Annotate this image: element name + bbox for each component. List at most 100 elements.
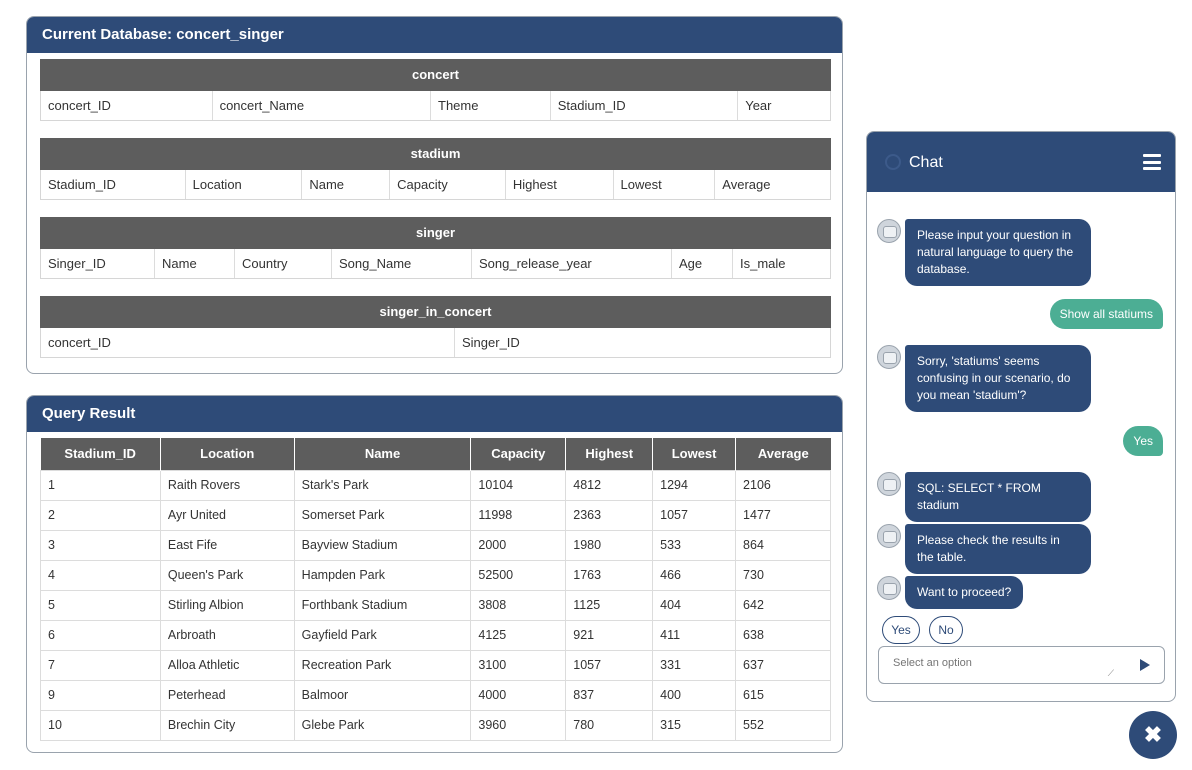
table-cell: Stark's Park (293, 469, 472, 501)
table-cell: Balmoor (293, 679, 472, 711)
table-cell: Bayview Stadium (293, 529, 472, 561)
table-row: 7 Alloa Athletic Recreation Park 3100 1057 33… (40, 649, 831, 681)
table-cell: 466 (652, 559, 737, 591)
schema-column: Song_release_year (472, 249, 672, 278)
column-header[interactable]: Lowest (652, 438, 737, 470)
table-cell: 2363 (565, 499, 654, 531)
table-row: 10 Brechin City Glebe Park 3960 780 315 552 (40, 709, 831, 741)
table-cell: 10104 (470, 469, 567, 501)
bot-message-text: Please input your question in natural la… (905, 219, 1091, 286)
schema-table-name: concert (40, 59, 831, 91)
column-header[interactable]: Highest (565, 438, 654, 470)
bot-message-text: Sorry, 'statiums' seems confusing in our… (905, 345, 1091, 412)
option-no-button[interactable]: No (929, 616, 963, 644)
table-cell: 638 (735, 619, 831, 651)
table-row: 9 Peterhead Balmoor 4000 837 400 615 (40, 679, 831, 711)
table-cell: 4000 (470, 679, 567, 711)
user-message: Show all statiums (1049, 299, 1163, 329)
table-cell: 730 (735, 559, 831, 591)
table-cell: 4812 (565, 469, 654, 501)
schema-column: Stadium_ID (41, 170, 186, 199)
column-header[interactable]: Stadium_ID (40, 438, 161, 470)
schema-column: Age (672, 249, 733, 278)
table-cell: 2000 (470, 529, 567, 561)
table-cell: 411 (652, 619, 737, 651)
schema-column: Average (722, 177, 771, 192)
table-cell: Hampden Park (293, 559, 472, 591)
table-cell: 10 (40, 709, 161, 741)
table-cell: 1057 (652, 499, 737, 531)
table-cell: 3100 (470, 649, 567, 681)
schema-column: Year (745, 98, 772, 113)
menu-icon[interactable] (1143, 154, 1161, 170)
table-cell: 1980 (565, 529, 654, 561)
table-row: 1 Raith Rovers Stark's Park 10104 4812 1294 21… (40, 469, 831, 501)
table-cell: 2106 (735, 469, 831, 501)
table-cell: 6 (40, 619, 161, 651)
chat-input[interactable] (893, 657, 1113, 669)
table-cell: Alloa Athletic (159, 649, 295, 681)
table-row: 3 East Fife Bayview Stadium 2000 1980 533 864 (40, 529, 831, 561)
chat-header: Chat (867, 132, 1175, 192)
robot-avatar-icon (877, 345, 901, 369)
schema-column: Lowest (614, 170, 716, 199)
table-cell: 404 (652, 589, 737, 621)
bot-message-text: SQL: SELECT * FROM stadium (905, 472, 1091, 522)
table-cell: 637 (735, 649, 831, 681)
table-cell: Queen's Park (159, 559, 295, 591)
table-cell: Brechin City (159, 709, 295, 741)
close-icon[interactable]: ✖ (1129, 711, 1177, 759)
result-body: 1 Raith Rovers Stark's Park 10104 4812 1294 21… (40, 469, 831, 741)
chat-logo-icon (885, 154, 901, 170)
query-result-panel: Query Result Stadium_ID Location Name Ca… (26, 395, 843, 753)
table-cell: 1057 (565, 649, 654, 681)
table-cell: 5 (40, 589, 161, 621)
table-cell: 1477 (735, 499, 831, 531)
table-cell: 52500 (470, 559, 567, 591)
robot-avatar-icon (877, 576, 901, 600)
table-cell: 1 (40, 469, 161, 501)
table-cell: 864 (735, 529, 831, 561)
column-header[interactable]: Capacity (470, 438, 567, 470)
table-cell: 1125 (565, 589, 654, 621)
table-cell: 3960 (470, 709, 567, 741)
schema-table-name: stadium (40, 138, 831, 170)
table-cell: 315 (652, 709, 737, 741)
table-cell: 2 (40, 499, 161, 531)
table-cell: Stirling Albion (159, 589, 295, 621)
bot-message-text: Want to proceed? (905, 576, 1024, 609)
table-cell: Ayr United (159, 499, 295, 531)
schema-column: concert_Name (213, 91, 431, 120)
column-header[interactable]: Name (294, 438, 472, 470)
table-cell: 780 (565, 709, 654, 741)
table-cell: 921 (565, 619, 654, 651)
schema-column: Singer_ID (41, 249, 155, 278)
table-cell: 331 (652, 649, 737, 681)
table-cell: East Fife (159, 529, 295, 561)
resize-handle-icon[interactable]: ⟋ (1107, 668, 1114, 678)
column-header[interactable]: Location (160, 438, 295, 470)
table-cell: 552 (735, 709, 831, 741)
table-cell: 3808 (470, 589, 567, 621)
schema-column: Theme (431, 91, 551, 120)
table-cell: Somerset Park (293, 499, 472, 531)
send-icon[interactable] (1140, 659, 1150, 671)
schema-column: Song_Name (332, 249, 472, 278)
column-header[interactable]: Average (735, 438, 831, 470)
result-table: Stadium_ID Location Name Capacity Highes… (40, 438, 831, 741)
table-cell: Arbroath (159, 619, 295, 651)
schema-column: Stadium_ID (551, 91, 739, 120)
schema-table-singer-in-concert: singer_in_concert concert_ID Singer_ID (40, 296, 831, 358)
chat-composer: ⟋ (878, 646, 1165, 684)
schema-column: Name (302, 170, 391, 199)
schema-table-stadium: stadium Stadium_ID Location Name Capacit… (40, 138, 831, 200)
table-cell: 642 (735, 589, 831, 621)
chat-widget: Chat Please input your question in natur… (866, 131, 1176, 702)
table-cell: 400 (652, 679, 737, 711)
robot-avatar-icon (877, 472, 901, 496)
table-cell: Forthbank Stadium (293, 589, 472, 621)
table-cell: 7 (40, 649, 161, 681)
table-cell: 11998 (470, 499, 567, 531)
option-yes-button[interactable]: Yes (882, 616, 920, 644)
database-title: Current Database: concert_singer (27, 17, 842, 53)
